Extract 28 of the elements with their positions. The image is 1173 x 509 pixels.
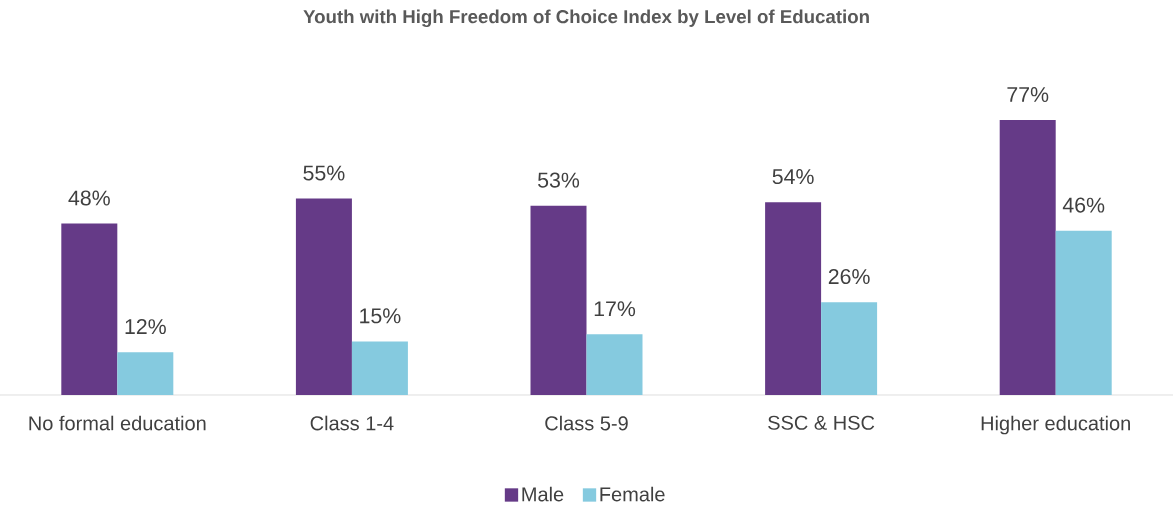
bar [61,223,118,395]
bar [586,334,643,395]
data-label: 12% [125,319,166,335]
x-tick-label: SSC & HSC [768,415,875,430]
bar [295,198,352,395]
data-label: 17% [594,301,636,317]
x-tick-label: No formal education [29,415,206,431]
legend-label: Female [600,486,665,502]
bar [530,205,587,395]
x-tick-label: Class 1-4 [310,415,394,431]
data-label: 54% [772,169,814,185]
chart-title: Youth with High Freedom of Choice Index by Level of Education [303,9,869,28]
data-label: 55% [303,165,345,181]
bar [351,341,408,395]
x-tick-label: Class 5-9 [545,415,628,431]
x-tick-label: Higher education [981,415,1130,435]
data-label: 46% [1062,197,1105,213]
legend-label: Male [522,486,564,502]
data-label: 48% [68,190,110,206]
data-label: 77% [1007,87,1049,102]
data-label: 53% [538,172,580,188]
bar [1055,230,1112,395]
bar [821,302,878,395]
data-label: 15% [360,308,401,324]
bar [765,202,822,395]
bar [117,352,174,395]
data-label: 26% [828,268,870,285]
bar [999,119,1056,395]
